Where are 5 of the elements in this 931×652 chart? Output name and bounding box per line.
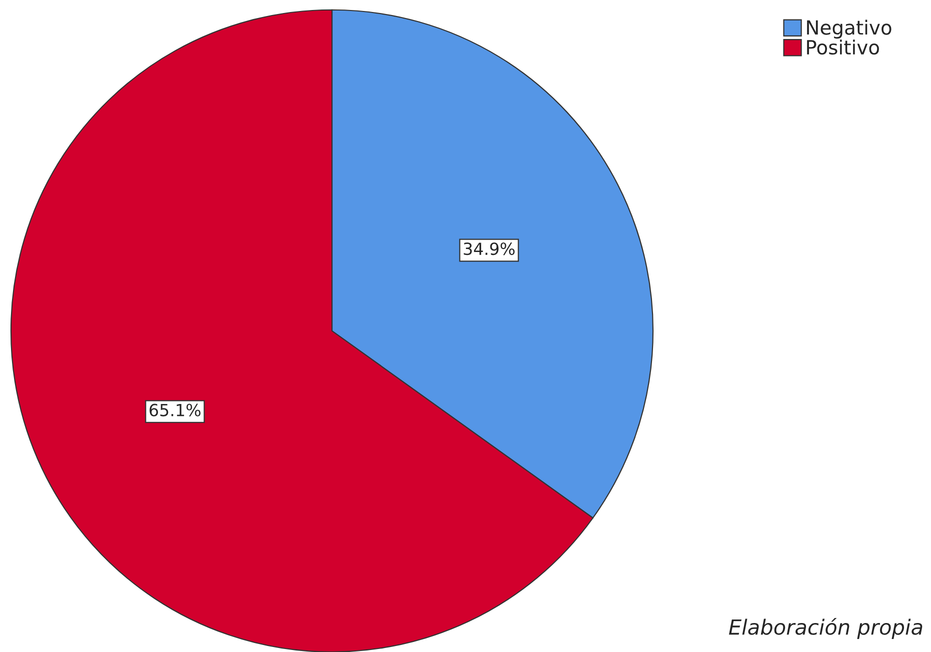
data-label: 65.1% xyxy=(150,404,200,416)
data-label: 34.9% xyxy=(464,242,515,256)
legend-label: Negativo xyxy=(807,20,892,39)
text: Elaboración propia xyxy=(728,618,922,639)
legend-label: Positivo xyxy=(807,40,879,55)
